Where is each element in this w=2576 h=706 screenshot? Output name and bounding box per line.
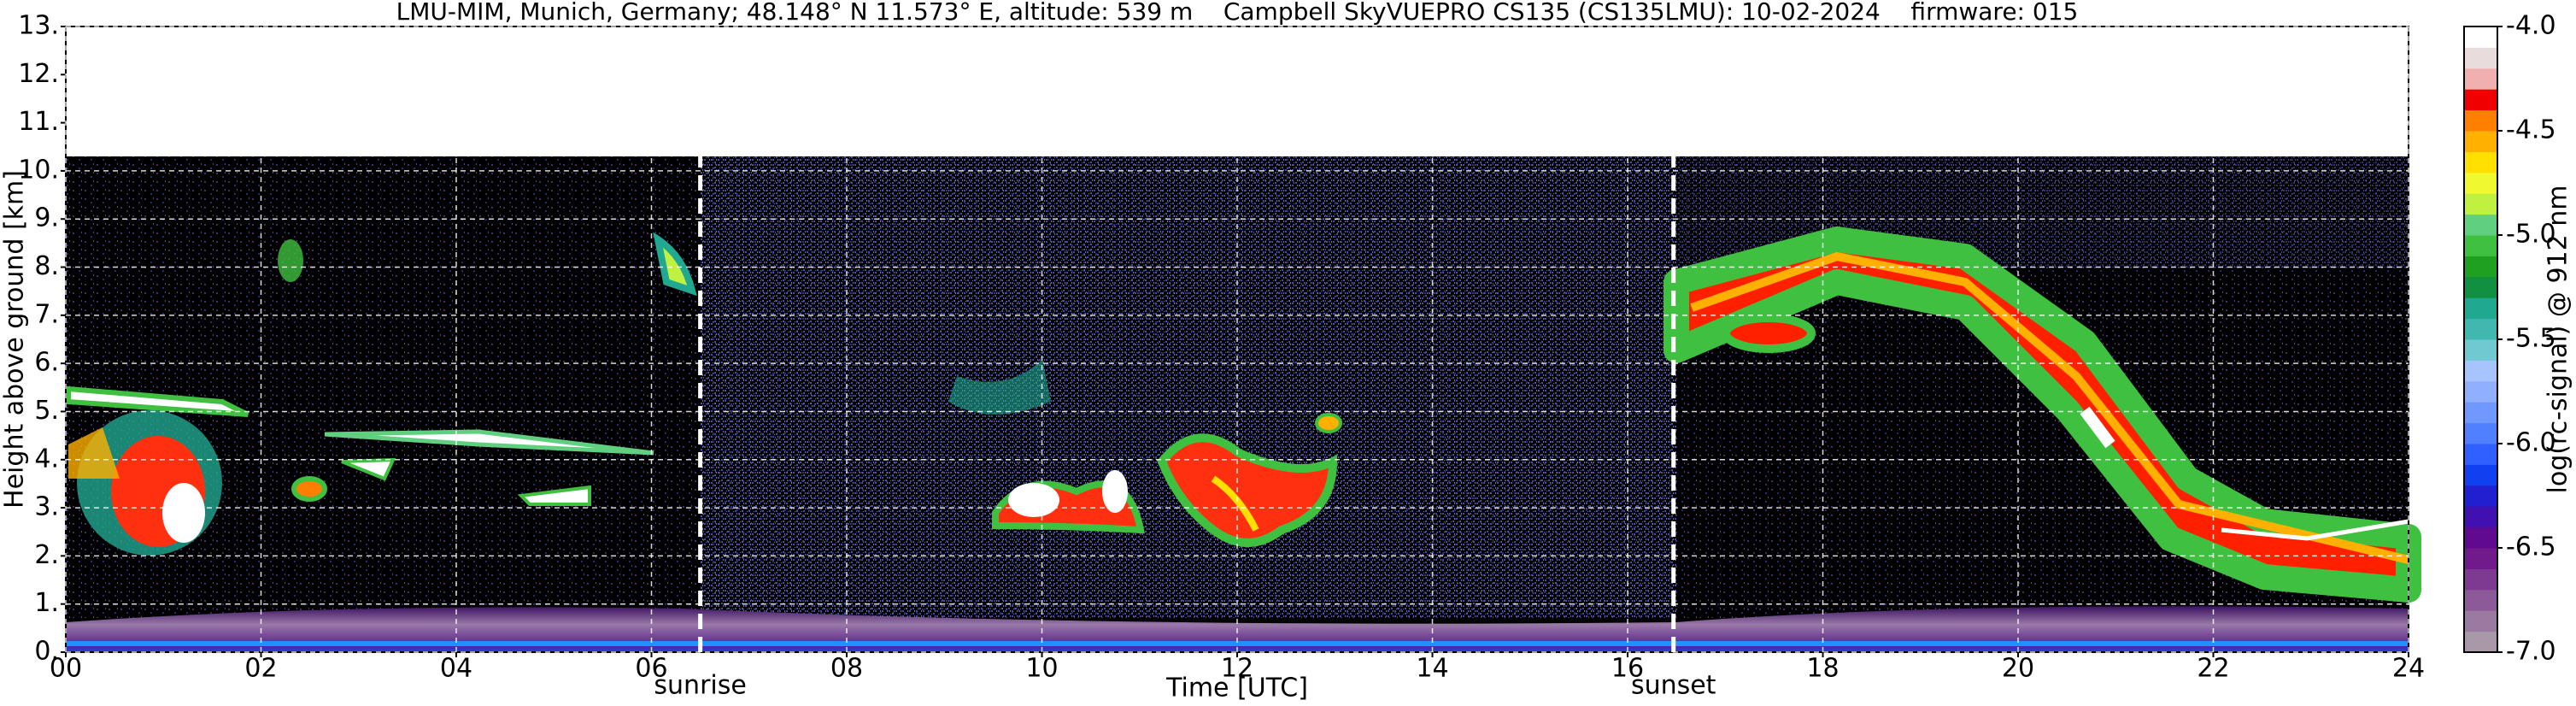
colorbar-label: log(rc-signal) @ 912 nm (2544, 185, 2573, 494)
y-tick-label: 2. (34, 540, 59, 570)
y-axis-label: Height above ground [km] (0, 170, 30, 509)
colorbar-swatch (2464, 89, 2497, 111)
x-tick-label: 02 (244, 654, 277, 684)
y-tick-label: 11. (18, 107, 59, 137)
y-tick-label: 8. (34, 251, 59, 281)
event-label: sunrise (654, 671, 746, 701)
colorbar-swatch (2464, 527, 2497, 549)
x-axis-label: Time [UTC] (1165, 674, 1308, 703)
colorbar-swatch (2464, 235, 2497, 256)
colorbar-swatch (2464, 548, 2497, 569)
y-tick-label: 10. (18, 155, 59, 185)
colorbar-tick-label: -4.5 (2506, 115, 2556, 145)
colorbar-tick-label: -5.0 (2506, 220, 2556, 250)
x-tick-label: 10 (1025, 654, 1058, 684)
event-label: sunset (1631, 671, 1716, 701)
y-tick-label: 5. (34, 396, 59, 426)
colorbar-swatch (2464, 26, 2497, 48)
colorbar-tick-label: -6.5 (2506, 532, 2556, 562)
y-tick-label: 4. (34, 444, 59, 474)
y-tick-label: 7. (34, 299, 59, 329)
colorbar-swatch (2464, 610, 2497, 632)
colorbar-swatch (2464, 68, 2497, 90)
colorbar-swatch (2464, 380, 2497, 403)
x-tick-label: 24 (2392, 654, 2425, 684)
y-tick-label: 1. (34, 588, 59, 618)
colorbar-tick-label: -7.0 (2506, 637, 2556, 667)
colorbar-swatch (2464, 276, 2497, 298)
colorbar-swatch (2464, 318, 2497, 340)
colorbar-swatch (2464, 109, 2497, 132)
colorbar-swatch (2464, 422, 2497, 444)
y-tick-label: 12. (18, 59, 59, 89)
colorbar-swatch (2464, 151, 2497, 174)
colorbar-swatch (2464, 444, 2497, 465)
chart-title: LMU-MIM, Munich, Germany; 48.148° N 11.5… (396, 0, 2079, 26)
colorbar-swatch (2464, 47, 2497, 69)
x-tick-label: 00 (50, 654, 82, 684)
colorbar-swatch (2464, 631, 2497, 653)
colorbar-swatch (2464, 506, 2497, 528)
x-tick-label: 04 (440, 654, 472, 684)
x-tick-label: 08 (830, 654, 863, 684)
x-tick-label: 12 (1221, 654, 1253, 684)
colorbar-tick-label: -5.5 (2506, 324, 2556, 354)
colorbar-swatch (2464, 214, 2497, 236)
colorbar-swatch (2464, 297, 2497, 320)
colorbar-swatch (2464, 256, 2497, 278)
colorbar-swatch (2464, 568, 2497, 591)
y-tick-label: 13. (18, 11, 59, 41)
colorbar-swatch (2464, 131, 2497, 152)
colorbar-swatch (2464, 339, 2497, 361)
y-tick-label: 6. (34, 348, 59, 378)
colorbar-tick-label: -4.0 (2506, 11, 2556, 41)
x-tick-label: 06 (635, 654, 667, 684)
x-tick-label: 18 (1806, 654, 1839, 684)
colorbar-swatch (2464, 589, 2497, 611)
colorbar-swatch (2464, 193, 2497, 215)
x-tick-label: 14 (1416, 654, 1448, 684)
colorbar-swatch (2464, 172, 2497, 194)
y-tick-label: 3. (34, 492, 59, 522)
colorbar-swatch (2464, 464, 2497, 486)
colorbar-swatch (2464, 360, 2497, 382)
y-tick-label: 0. (34, 637, 59, 667)
ground-signal (66, 641, 2409, 646)
x-tick-label: 22 (2197, 654, 2229, 684)
colorbar-swatch (2464, 485, 2497, 507)
x-tick-label: 20 (2002, 654, 2034, 684)
noise (701, 156, 1676, 618)
colorbar-tick-label: -6.0 (2506, 428, 2556, 458)
y-tick-label: 9. (34, 203, 59, 233)
colorbar-swatch (2464, 402, 2497, 424)
x-tick-label: 16 (1611, 654, 1644, 684)
